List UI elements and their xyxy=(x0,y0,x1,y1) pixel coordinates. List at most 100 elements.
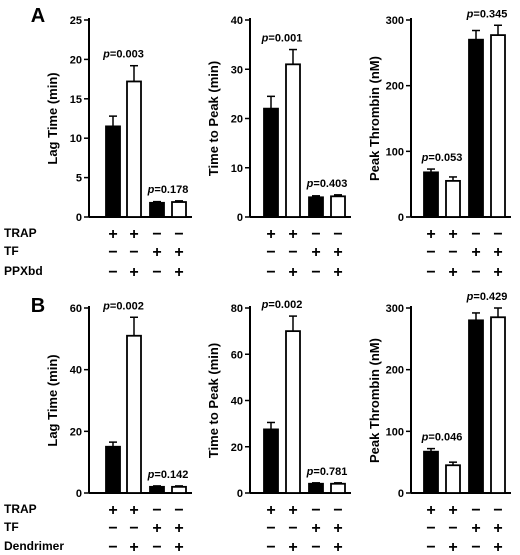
bar-2 xyxy=(126,80,142,218)
condition-sign: + xyxy=(129,264,138,281)
condition-sign: + xyxy=(333,539,342,555)
bar-4 xyxy=(490,34,506,218)
bar-3 xyxy=(468,38,484,218)
condition-sign: − xyxy=(129,520,138,537)
bar-2 xyxy=(285,330,301,494)
condition-sign: + xyxy=(266,226,275,243)
bar-3 xyxy=(149,201,165,218)
condition-sign: − xyxy=(493,502,502,519)
condition-sign: + xyxy=(448,264,457,281)
condition-sign: − xyxy=(471,264,480,281)
y-tick-label: 15 xyxy=(70,94,82,106)
y-axis-label: Peak Thrombin (nM) xyxy=(367,338,382,463)
condition-sign: + xyxy=(333,264,342,281)
bar-3 xyxy=(308,482,324,494)
y-tick-label: 300 xyxy=(386,303,404,315)
chart-a-3: 0 100 200 300 Peak Thrombin (nM) p=0.053 p=0.3… xyxy=(367,8,511,281)
condition-sign: + xyxy=(152,244,161,261)
y-tick-label: 0 xyxy=(398,488,404,500)
condition-label-tf: TF xyxy=(4,520,19,534)
condition-sign: + xyxy=(333,244,342,261)
condition-sign: − xyxy=(426,539,435,555)
y-tick-label: 0 xyxy=(237,212,243,224)
condition-sign: + xyxy=(129,539,138,555)
p-value-label: p=0.142 xyxy=(147,469,189,481)
y-tick-label: 80 xyxy=(231,303,243,315)
condition-sign: + xyxy=(493,520,502,537)
y-axis-label: Peak Thrombin (nM) xyxy=(367,56,382,181)
p-value-label: p=0.345 xyxy=(466,8,508,20)
condition-sign: + xyxy=(471,520,480,537)
condition-sign: + xyxy=(129,502,138,519)
chart-b-2: 0 20 40 60 80 Time to Peak (min) p=0.002 p=0.78… xyxy=(206,299,351,555)
condition-label-dendrimer: Dendrimer xyxy=(4,539,64,553)
condition-sign: − xyxy=(426,520,435,537)
condition-sign: − xyxy=(426,264,435,281)
y-tick-label: 200 xyxy=(386,81,404,93)
bar-3 xyxy=(149,485,165,494)
y-tick-label: 0 xyxy=(237,488,243,500)
condition-sign: + xyxy=(288,502,297,519)
condition-sign: − xyxy=(311,502,320,519)
condition-sign: − xyxy=(311,264,320,281)
condition-sign: − xyxy=(333,226,342,243)
bar-1 xyxy=(105,125,121,218)
y-tick-label: 20 xyxy=(231,442,243,454)
condition-sign: − xyxy=(152,226,161,243)
y-tick-label: 0 xyxy=(76,212,82,224)
bar-4 xyxy=(330,482,346,494)
y-tick-label: 5 xyxy=(76,173,82,185)
condition-sign: + xyxy=(448,539,457,555)
bar-1 xyxy=(263,107,279,218)
p-value-label: p=0.001 xyxy=(261,33,303,45)
condition-sign: + xyxy=(152,520,161,537)
y-tick-label: 10 xyxy=(231,163,243,175)
condition-sign: − xyxy=(108,520,117,537)
condition-sign: − xyxy=(266,520,275,537)
bar-1 xyxy=(263,428,279,494)
bar-4 xyxy=(330,195,346,218)
y-tick-label: 30 xyxy=(231,64,243,76)
y-tick-label: 25 xyxy=(70,15,82,27)
condition-sign: + xyxy=(426,226,435,243)
condition-sign: − xyxy=(471,539,480,555)
y-tick-label: 40 xyxy=(231,15,243,27)
y-tick-label: 100 xyxy=(386,426,404,438)
condition-sign: − xyxy=(493,226,502,243)
y-tick-label: 0 xyxy=(76,488,82,500)
condition-sign: + xyxy=(288,539,297,555)
bar-3 xyxy=(308,196,324,218)
condition-sign: − xyxy=(288,520,297,537)
condition-sign: + xyxy=(108,226,117,243)
y-tick-label: 40 xyxy=(70,365,82,377)
y-axis-label: Time to Peak (min) xyxy=(206,61,221,176)
condition-sign: + xyxy=(448,502,457,519)
condition-sign: − xyxy=(174,502,183,519)
condition-sign: − xyxy=(426,244,435,261)
condition-sign: − xyxy=(266,264,275,281)
bar-3 xyxy=(468,319,484,494)
condition-sign: + xyxy=(311,244,320,261)
p-value-label: p=0.429 xyxy=(466,291,508,303)
bar-4 xyxy=(171,201,187,218)
condition-sign: + xyxy=(174,264,183,281)
condition-sign: + xyxy=(426,502,435,519)
condition-sign: − xyxy=(333,502,342,519)
condition-sign: − xyxy=(311,539,320,555)
condition-sign: + xyxy=(108,502,117,519)
p-value-label: p=0.053 xyxy=(421,152,463,164)
condition-sign: + xyxy=(174,520,183,537)
condition-sign: − xyxy=(266,244,275,261)
p-value-label: p=0.003 xyxy=(102,49,144,61)
condition-sign: − xyxy=(152,502,161,519)
y-tick-label: 60 xyxy=(70,303,82,315)
panel-a: A TRAP TF PPXbd 0 5 10 15 20 25 Lag Time (min) p=0.… xyxy=(4,5,511,281)
y-tick-label: 60 xyxy=(231,349,243,361)
p-value-label: p=0.781 xyxy=(306,466,348,478)
p-value-label: p=0.403 xyxy=(306,178,348,190)
bar-2 xyxy=(445,179,461,218)
bar-2 xyxy=(445,464,461,494)
condition-label-tf: TF xyxy=(4,244,19,258)
condition-sign: + xyxy=(311,520,320,537)
